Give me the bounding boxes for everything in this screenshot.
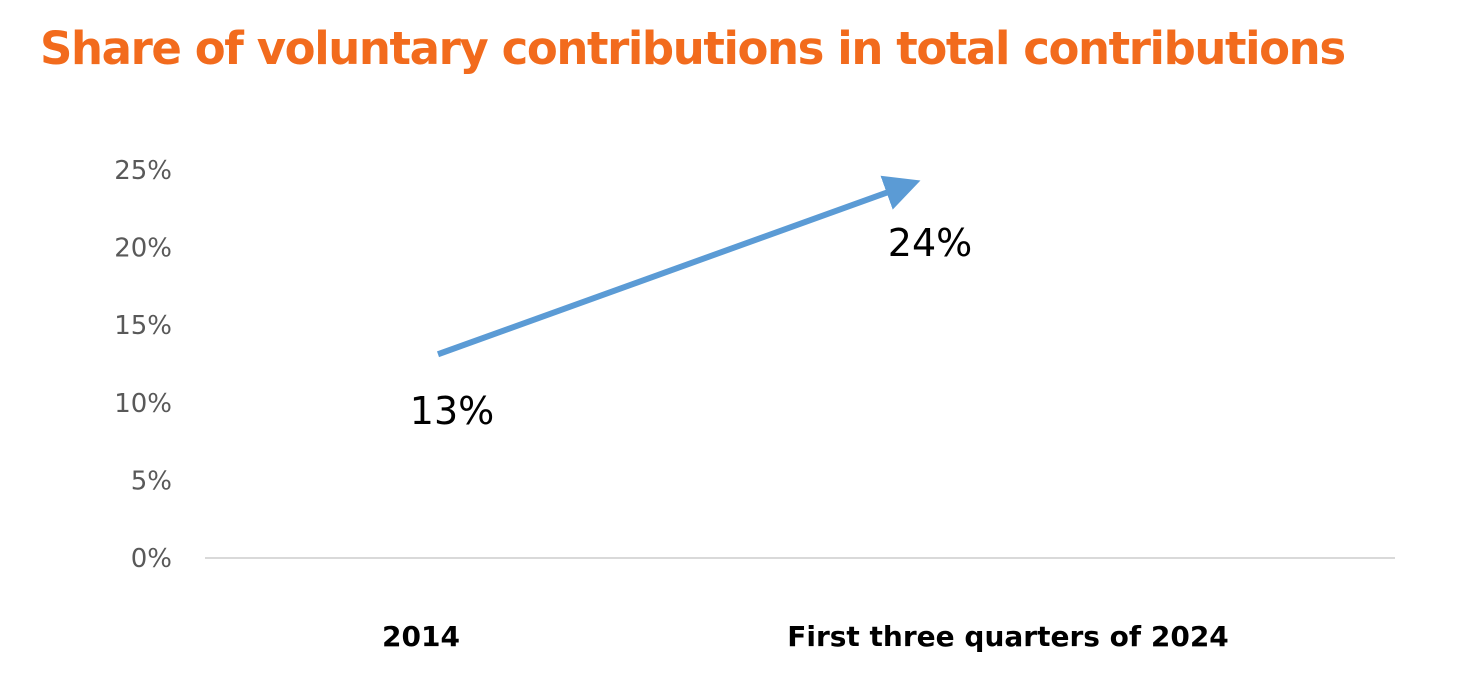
y-tick-label: 10% [114,389,172,419]
y-axis-ticks: 0% 5% 10% 15% 20% 25% [114,156,172,574]
y-tick-label: 0% [131,544,172,574]
x-axis-categories: 2014 First three quarters of 2024 [382,620,1229,653]
series-layer [436,175,921,358]
y-tick-label: 20% [114,234,172,264]
y-tick-label: 5% [131,466,172,496]
y-tick-label: 25% [114,156,172,186]
x-category-label: First three quarters of 2024 [787,620,1229,653]
data-label: 24% [888,221,972,265]
y-tick-label: 15% [114,311,172,341]
data-label: 13% [410,389,494,433]
series-line-segment [436,175,921,358]
chart-title: Share of voluntary contributions in tota… [40,22,1346,75]
x-category-label: 2014 [382,620,460,653]
data-labels: 13% 24% [410,221,972,433]
